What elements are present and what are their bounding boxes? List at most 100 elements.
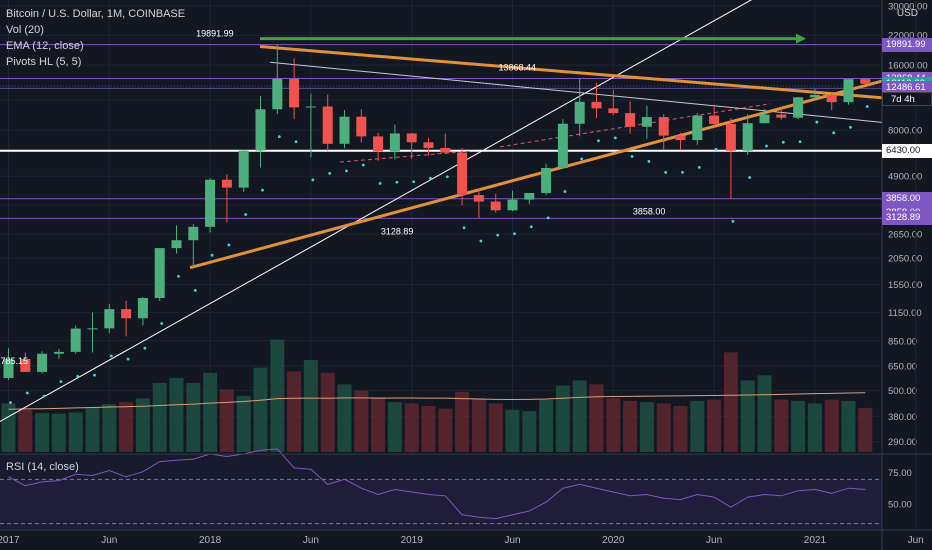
- candle-body: [692, 115, 703, 141]
- candle-body: [490, 201, 501, 211]
- candle-body: [154, 248, 165, 299]
- ema-indicator-label[interactable]: EMA (12, close): [6, 40, 84, 52]
- pivot-dot: [445, 175, 449, 179]
- candle-body: [289, 78, 300, 108]
- volume-bar: [690, 400, 705, 452]
- y-tick-label: 30000.00: [888, 2, 928, 13]
- candle-body: [171, 240, 182, 249]
- volume-bar: [18, 409, 33, 452]
- candle-body: [860, 79, 871, 84]
- pivot-dot: [126, 357, 130, 361]
- pivot-dot: [412, 180, 416, 184]
- volume-bar: [169, 377, 184, 452]
- rsi-band: [0, 479, 882, 530]
- candle-body: [53, 351, 64, 354]
- pivot-dot: [261, 188, 264, 192]
- rsi-indicator-label[interactable]: RSI (14, close): [6, 461, 79, 473]
- candle-body: [473, 195, 484, 202]
- volume-bar: [287, 371, 302, 452]
- volume-indicator-label[interactable]: Vol (20): [6, 24, 44, 36]
- candle-body: [305, 106, 316, 108]
- candle-body: [255, 109, 266, 151]
- y-tick-label: 500.00: [888, 386, 917, 397]
- pivot-dot: [227, 243, 231, 247]
- volume-bar: [539, 399, 554, 452]
- pivot-dot: [849, 125, 852, 129]
- volume-bar: [555, 385, 570, 452]
- y-tick-label: 1150.00: [888, 308, 922, 319]
- price-tag: 3858.00: [882, 191, 932, 206]
- volume-bar: [471, 398, 486, 452]
- pivot-dot: [714, 147, 718, 151]
- volume-bar: [707, 399, 722, 452]
- volume-bar: [85, 407, 100, 452]
- y-tick-label: 1550.00: [888, 280, 922, 291]
- x-tick-label: Jun: [303, 535, 319, 546]
- candle-body: [423, 142, 434, 148]
- volume-bar: [438, 408, 453, 452]
- rsi-line: [8, 448, 866, 520]
- candle-body: [776, 114, 787, 118]
- volume-bar: [522, 411, 537, 452]
- candle-body: [843, 79, 854, 103]
- x-tick-label: Jun: [908, 535, 924, 546]
- candle-body: [759, 114, 770, 124]
- value-annotation: 19891.99: [196, 29, 234, 39]
- pivot-dot: [462, 226, 466, 230]
- candle-body: [574, 101, 585, 124]
- pivot-dot: [664, 170, 668, 174]
- candle-body: [87, 328, 98, 330]
- volume-bar: [841, 400, 856, 452]
- rsi-tick-label: 50.00: [888, 500, 912, 511]
- candle-body: [406, 133, 417, 143]
- pivot-dot: [613, 136, 617, 140]
- candle-body: [809, 94, 820, 98]
- pivots-indicator-label[interactable]: Pivots HL (5, 5): [6, 56, 82, 68]
- volume-bar: [757, 375, 772, 452]
- ema-line: [8, 392, 866, 410]
- candle-body: [373, 136, 384, 152]
- candle-timer: 7d 4h: [882, 91, 932, 106]
- chart-legend: Bitcoin / U.S. Dollar, 1M, COINBASE Vol …: [6, 6, 185, 70]
- candle-body: [70, 328, 81, 352]
- volume-bar: [421, 406, 436, 452]
- candle-body: [137, 298, 148, 319]
- pivot-dot: [865, 105, 869, 108]
- candle-body: [625, 113, 636, 127]
- price-tag: 19891.99: [882, 37, 932, 52]
- volume-bar: [807, 403, 822, 452]
- rsi-tick-label: 75.00: [888, 468, 912, 479]
- candle-body: [608, 108, 619, 114]
- candle-body: [322, 106, 333, 144]
- candle-body: [3, 358, 14, 378]
- symbol-title[interactable]: Bitcoin / U.S. Dollar, 1M, COINBASE: [6, 8, 186, 20]
- value-annotation: 3858.00: [633, 207, 666, 217]
- candle-body: [557, 123, 568, 168]
- value-annotation: 3128.89: [381, 226, 414, 236]
- volume-bar: [68, 412, 83, 452]
- pivot-dot: [815, 120, 819, 124]
- value-annotation: 13868.44: [499, 63, 537, 73]
- pivot-dot: [748, 176, 752, 179]
- pivot-dot: [832, 131, 836, 135]
- pivot-dot: [798, 140, 802, 144]
- volume-bar: [673, 406, 688, 452]
- volume-bar: [791, 400, 806, 452]
- volume-bar: [135, 398, 150, 452]
- pivot-dot: [160, 322, 164, 325]
- y-tick-label: 2050.00: [888, 254, 922, 265]
- pivot-dot: [193, 288, 197, 292]
- x-tick-label: Jun: [706, 535, 722, 546]
- volume-bar: [639, 402, 654, 452]
- x-tick-label: Jun: [101, 535, 117, 546]
- x-tick-label: Jun: [504, 535, 520, 546]
- candle-body: [524, 192, 535, 200]
- candle-body: [675, 135, 686, 141]
- pivot-dot: [681, 170, 684, 174]
- trend-line-orange-lower: [189, 79, 883, 270]
- volume-bar: [589, 384, 604, 452]
- x-tick-label: 2019: [401, 535, 424, 546]
- volume-bar: [740, 380, 755, 452]
- y-tick-label: 650.00: [888, 361, 917, 372]
